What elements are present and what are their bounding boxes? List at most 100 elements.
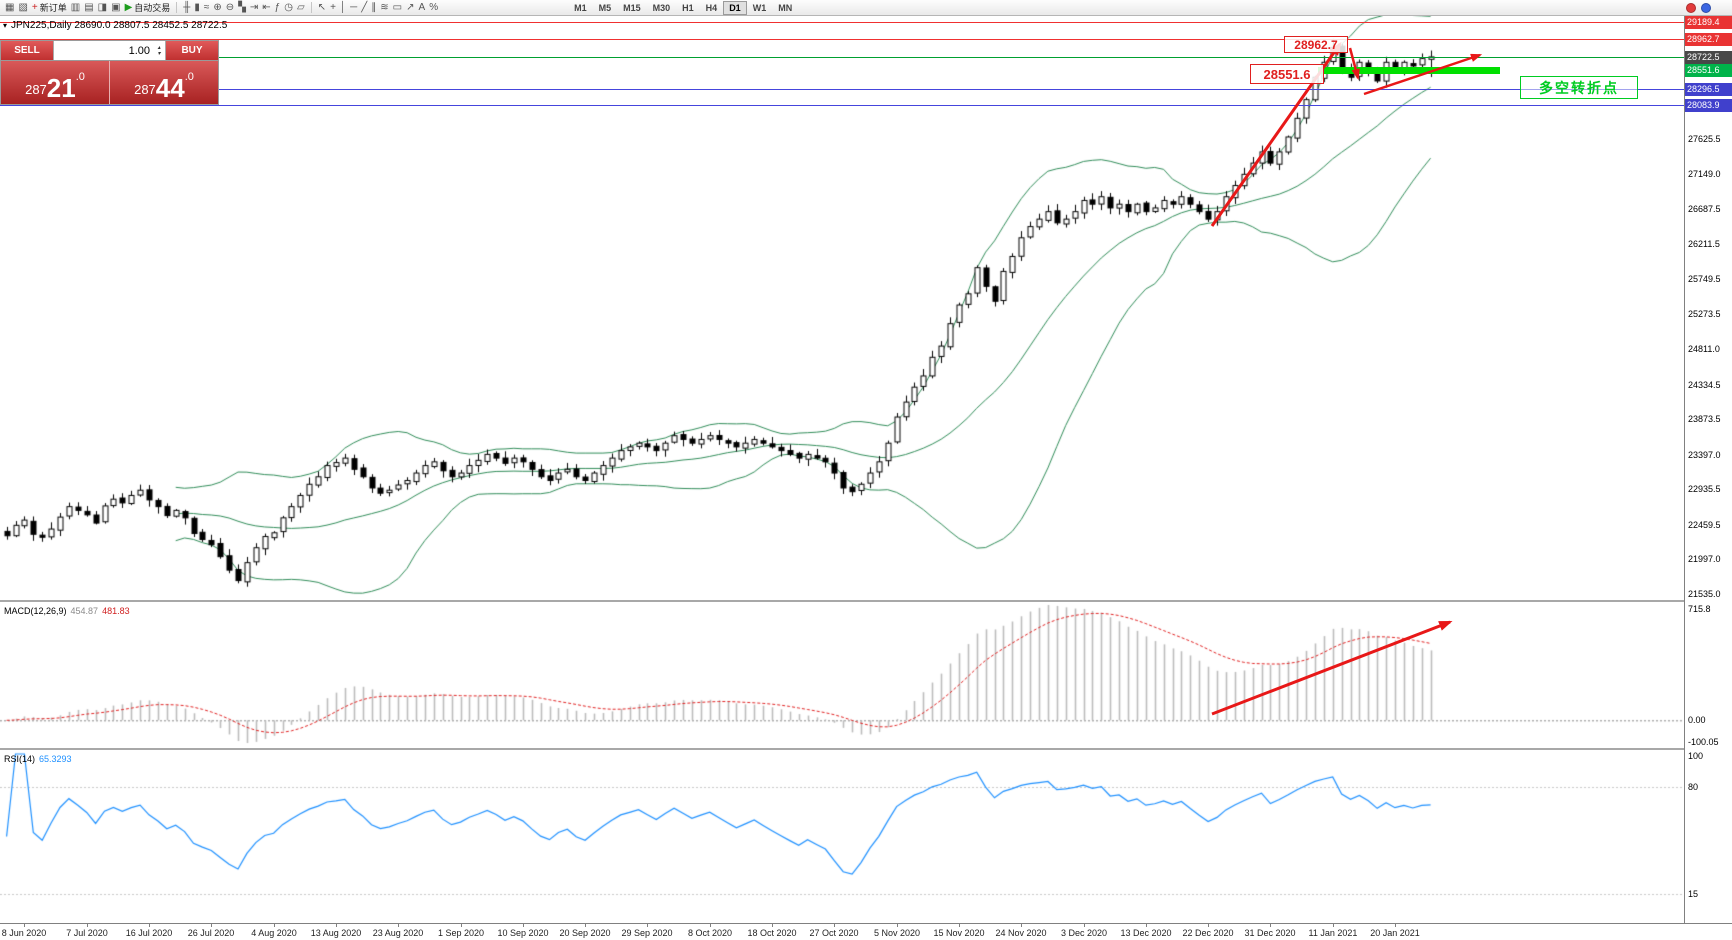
- date-label: 27 Oct 2020: [809, 928, 859, 938]
- time-tick: [1146, 924, 1147, 927]
- time-scale[interactable]: 8 Jun 2020 7 Jul 2020 16 Jul 2020 26 Jul 20…: [0, 923, 1732, 940]
- mql5-icon[interactable]: [1701, 2, 1711, 13]
- date-label: 31 Dec 2020: [1244, 928, 1296, 938]
- bid-price: 287: [25, 82, 47, 97]
- rsi-window-separator[interactable]: [0, 748, 1732, 750]
- bar-chart-icon-glyph: ╫: [183, 1, 191, 13]
- support-price-label[interactable]: 28551.6: [1250, 64, 1324, 84]
- timeframe-m15[interactable]: M15: [623, 2, 641, 13]
- horizontal-level-line[interactable]: [0, 39, 1684, 40]
- community-icon[interactable]: [1686, 2, 1696, 13]
- market-watch-icon[interactable]: ▥: [69, 1, 82, 15]
- sell-button[interactable]: SELL: [1, 41, 53, 60]
- pivot-trendline[interactable]: [1318, 67, 1500, 74]
- vertical-line-icon[interactable]: │: [338, 1, 348, 15]
- data-window-icon[interactable]: ▤: [82, 1, 95, 15]
- volume-up-icon[interactable]: ▴: [157, 44, 161, 51]
- bid-price-panel[interactable]: 287 21.0: [1, 61, 110, 104]
- time-tick: [523, 924, 524, 927]
- price-label: 27149.0: [1688, 169, 1721, 179]
- date-label: 8 Oct 2020: [687, 928, 733, 938]
- crosshair-icon-glyph: +: [330, 1, 336, 13]
- price-marker-box: 28083.9: [1685, 99, 1732, 112]
- timeframe-d1[interactable]: D1: [723, 0, 747, 15]
- chart-ohlc-title: ▾ JPN225,Daily 28690.0 28807.5 28452.5 28…: [3, 20, 227, 31]
- volume-value[interactable]: 1.00: [128, 44, 150, 57]
- time-tick: [1021, 924, 1022, 927]
- horizontal-line-icon[interactable]: ─: [348, 1, 359, 15]
- cursor-icon[interactable]: ↖: [316, 1, 328, 15]
- price-label: 23873.5: [1688, 414, 1721, 424]
- horizontal-level-line[interactable]: [0, 22, 1684, 23]
- timeframe-h1[interactable]: H1: [682, 2, 694, 13]
- auto-scroll-icon[interactable]: ⇥: [248, 1, 260, 15]
- text-tool-icon[interactable]: A: [417, 1, 428, 15]
- price-label: 24334.5: [1688, 380, 1721, 390]
- horizontal-level-line[interactable]: [0, 89, 1684, 90]
- shapes-icon[interactable]: ▭: [391, 1, 404, 15]
- channel-icon-glyph: ∥: [371, 1, 377, 13]
- price-label: 21997.0: [1688, 554, 1721, 564]
- timeframe-m5[interactable]: M5: [598, 2, 612, 13]
- tile-windows-icon[interactable]: ▚: [236, 1, 248, 15]
- indicator-scale-label: 15: [1688, 889, 1699, 899]
- time-tick: [274, 924, 275, 927]
- autotrading-button[interactable]: ▶ 自动交易: [123, 1, 173, 15]
- window-marker-icon[interactable]: ▾: [3, 21, 8, 30]
- new-order-button[interactable]: + 新订单: [30, 1, 69, 15]
- bar-chart-icon[interactable]: ╫: [181, 1, 192, 15]
- volume-stepper[interactable]: ▴ ▾: [153, 45, 165, 57]
- new-chart-icon[interactable]: ▦: [3, 1, 16, 15]
- templates-icon[interactable]: ▱: [295, 1, 307, 15]
- chart-shift-icon[interactable]: ⇤: [260, 1, 272, 15]
- volume-input[interactable]: 1.00 ▴ ▾: [53, 41, 166, 60]
- channel-icon[interactable]: ∥: [369, 1, 378, 15]
- price-label: 24811.0: [1688, 344, 1720, 354]
- profiles-icon[interactable]: ▧: [16, 1, 29, 15]
- timeframe-m30[interactable]: M30: [652, 2, 671, 13]
- line-chart-icon[interactable]: ≈: [202, 1, 212, 15]
- horizontal-level-line[interactable]: [0, 105, 1684, 106]
- date-label: 4 Aug 2020: [251, 928, 297, 938]
- macd-canvas[interactable]: [0, 602, 1684, 748]
- indicator-scale-label: 100: [1688, 751, 1704, 761]
- vertical-line-icon-glyph: │: [339, 1, 347, 13]
- volume-down-icon[interactable]: ▾: [157, 50, 161, 57]
- timeframe-m1[interactable]: M1: [574, 2, 587, 13]
- rsi-canvas[interactable]: [0, 750, 1684, 923]
- trendline-icon[interactable]: ╱: [359, 1, 369, 15]
- indicator-scale-label: 0.00: [1688, 715, 1706, 725]
- timeframe-mn[interactable]: MN: [778, 2, 793, 13]
- terminal-icon[interactable]: ▣: [109, 1, 122, 15]
- periods-icon[interactable]: ◷: [282, 1, 295, 15]
- crosshair-icon[interactable]: +: [328, 1, 338, 15]
- timeframe-w1[interactable]: W1: [752, 2, 767, 13]
- fibonacci-icon[interactable]: ≋: [378, 1, 390, 15]
- price-label: 22935.5: [1688, 484, 1721, 494]
- ask-price-panel[interactable]: 287 44.0: [110, 61, 218, 104]
- auto-scroll-icon-glyph: ⇥: [249, 1, 259, 13]
- candlestick-icon[interactable]: ▮: [192, 1, 202, 15]
- horizontal-level-line[interactable]: [0, 57, 1684, 58]
- zoom-out-icon[interactable]: ⊖: [224, 1, 236, 15]
- navigator-icon[interactable]: ◨: [96, 1, 109, 15]
- resistance-price-label[interactable]: 28962.7: [1284, 36, 1348, 53]
- arrow-tool-icon-glyph: ↗: [406, 1, 415, 13]
- indicators-icon[interactable]: ƒ: [273, 1, 283, 15]
- zoom-in-icon[interactable]: ⊕: [211, 1, 223, 15]
- pivot-note[interactable]: 多空转折点: [1520, 76, 1638, 99]
- time-tick: [585, 924, 586, 927]
- trade-controls-row: SELL 1.00 ▴ ▾ BUY: [1, 41, 218, 60]
- price-chart-canvas[interactable]: [0, 16, 1684, 600]
- timeframe-h4[interactable]: H4: [705, 2, 718, 13]
- price-marker-box: 28722.5: [1685, 51, 1732, 64]
- toolbar-right-icons: [1686, 2, 1711, 13]
- macd-window-separator[interactable]: [0, 600, 1732, 602]
- autotrading-button-label: 自动交易: [134, 3, 171, 13]
- buy-button[interactable]: BUY: [166, 41, 218, 60]
- macd-signal-value: 481.83: [102, 606, 130, 616]
- autotrading-button-glyph: ▶: [124, 1, 133, 13]
- percent-icon[interactable]: %: [427, 1, 440, 15]
- arrow-tool-icon[interactable]: ↗: [404, 1, 416, 15]
- price-scale[interactable]: 27625.5 27149.0 26687.5 26211.5 25749.5 25273…: [1684, 16, 1732, 923]
